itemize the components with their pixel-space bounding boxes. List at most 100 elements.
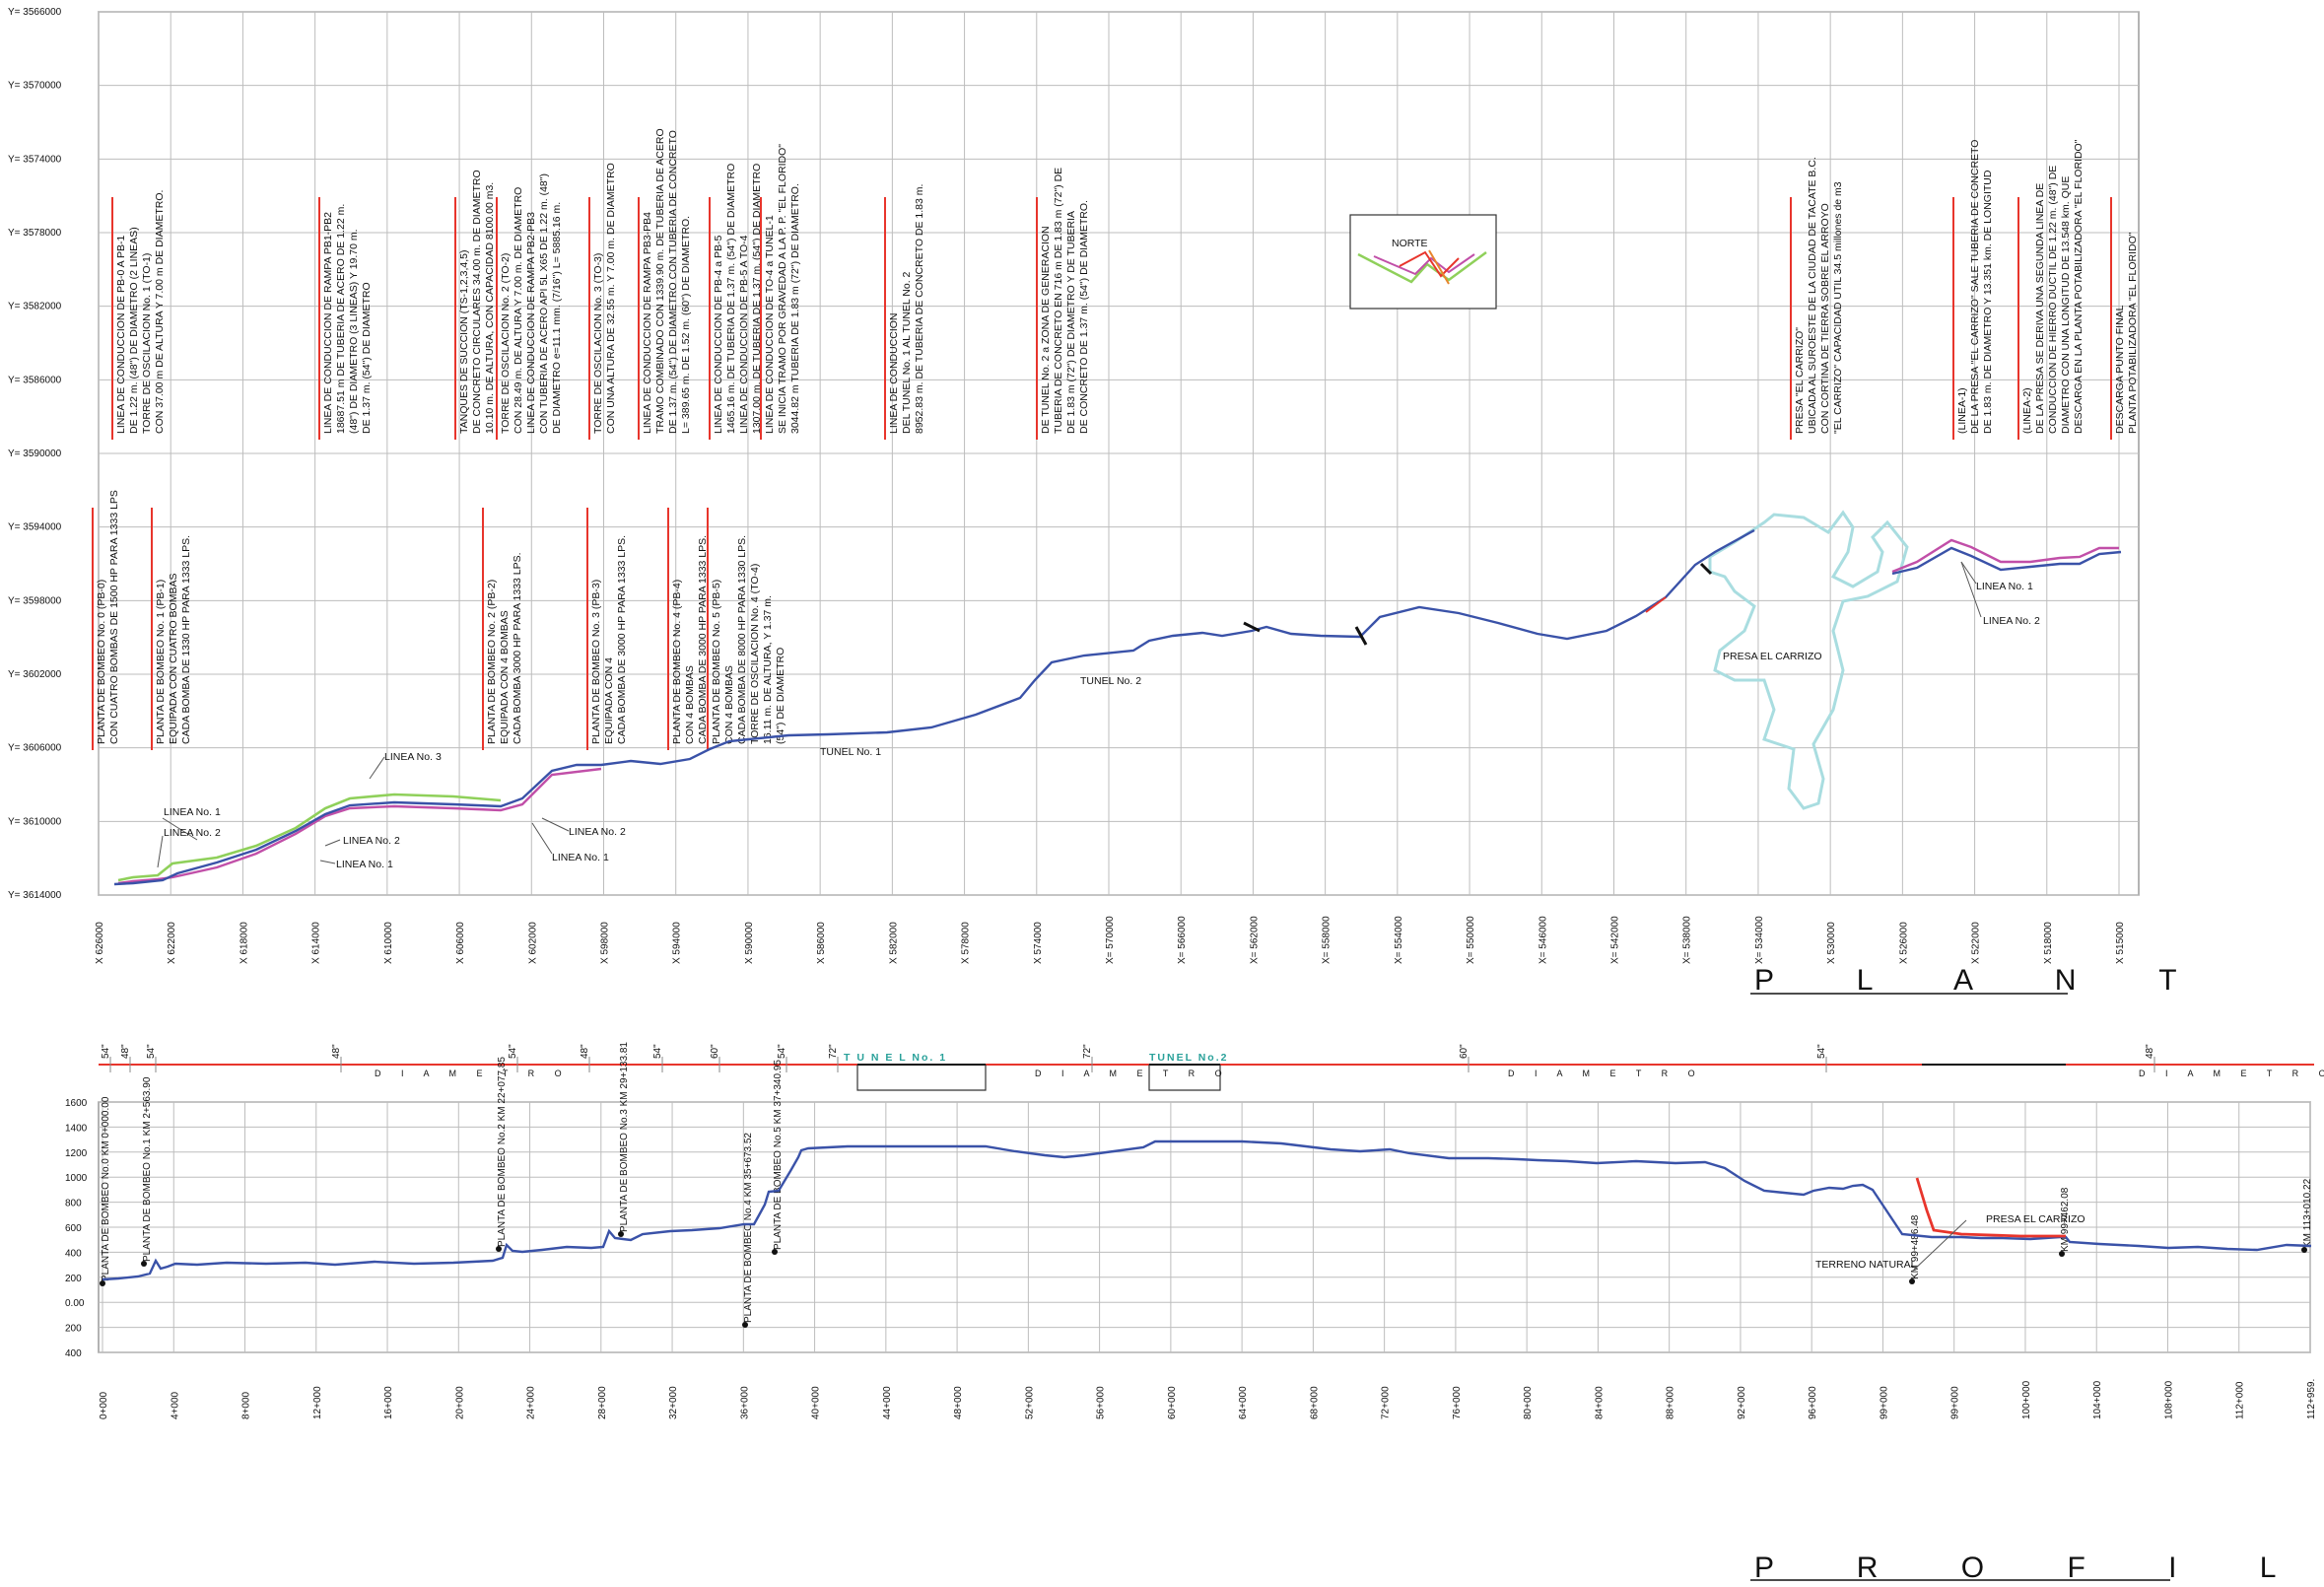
label-linea-2-west: LINEA No. 2	[164, 827, 221, 839]
plan-notes-lower: PLANTA DE BOMBEO No. 0 (PB-0) CON CUATRO …	[92, 490, 786, 750]
plan-note-line: PRESA "EL CARRIZO"	[1794, 327, 1806, 434]
linea-3-route	[117, 793, 502, 882]
plan-note-line: UBICADA AL SUROESTE DE LA CIUDAD DE TACA…	[1807, 157, 1818, 434]
plan-note-line: LINEA DE CONDUCCION DE RAMPA PB3-PB4	[642, 212, 653, 434]
profile-station-labels: PLANTA DE BOMBEO No.0 KM 0+000.00 PLANTA …	[100, 1042, 2313, 1328]
plan-x-tick: X 598000	[600, 922, 611, 964]
label-presa: PRESA EL CARRIZO	[1723, 651, 1822, 662]
label-linea-1-east: LINEA No. 1	[1976, 581, 2033, 592]
plan-note-line: CADA BOMBA DE 3000 HP PARA 1333 LPS.	[616, 535, 628, 744]
plan-title: P L A N T	[1754, 964, 2215, 997]
plan-x-tick: X= 566000	[1177, 916, 1188, 964]
plan-note-line: CON UNA ALTURA DE 32.55 m. Y 7.00 m. DE …	[605, 163, 617, 434]
profile-x-tick: 8+000	[241, 1391, 252, 1419]
plan-x-tick: X 626000	[95, 922, 105, 964]
profile-y-tick: 400	[65, 1248, 82, 1259]
label-linea-2-east: LINEA No. 2	[1983, 615, 2040, 627]
label-linea-2-mid: LINEA No. 2	[343, 835, 400, 847]
plan-note-line: CON 4 BOMBAS	[684, 665, 696, 744]
station-label: PLANTA DE BOMBEO No.5 KM 37+340.95	[773, 1060, 784, 1250]
plan-x-tick: X 594000	[672, 922, 683, 964]
plan-note-line: DE LA PRESA SE DERIVA UNA SEGUNDA LINEA …	[2034, 183, 2046, 434]
plan-x-tick: X= 550000	[1466, 916, 1476, 964]
profile-x-tick: 72+000	[1381, 1386, 1392, 1419]
plan-x-tick: X 574000	[1033, 922, 1044, 964]
plan-y-tick: Y= 3594000	[8, 522, 62, 533]
diameter-label: D I A M E T R O	[1035, 1069, 1231, 1078]
diameter-size: 72"	[828, 1044, 839, 1059]
plan-view: Y= 3566000 Y= 3570000 Y= 3574000 Y= 3578000…	[8, 7, 2215, 997]
plan-note-line: TANQUES DE SUCCION (TS-1,2,3,4,5)	[458, 249, 470, 434]
plan-x-tick: X 622000	[167, 922, 177, 964]
plan-note-line: DE CONCRETO CIRCULARES 34.00 m. DE DIAME…	[471, 170, 483, 434]
profile-x-tick: 100+000	[2021, 1380, 2032, 1419]
profile-x-tick: 40+000	[811, 1386, 822, 1419]
profile-x-tick: 99+000	[1879, 1386, 1889, 1419]
profile-x-tick: 44+000	[882, 1386, 893, 1419]
plan-x-tick: X 614000	[311, 922, 322, 964]
plan-note-line: DE CONCRETO DE 1.37 m. (54") DE DIAMETRO…	[1078, 200, 1090, 434]
profile-x-tick: 0+000	[99, 1391, 109, 1419]
plan-note-line: L= 389.65 m. DE 1.52 m. (60") DE DIAMETR…	[680, 216, 692, 434]
plan-note-line: EQUIPADA CON 4	[603, 657, 615, 744]
plan-y-tick: Y= 3606000	[8, 743, 62, 754]
profile-x-tick: 112+959.	[2306, 1379, 2317, 1419]
plan-x-tick: X= 562000	[1249, 916, 1260, 964]
profile-x-tick: 99+000	[1950, 1386, 1961, 1419]
profile-x-tick: 52+000	[1024, 1386, 1035, 1419]
profile-y-tick: 600	[65, 1223, 82, 1234]
diameter-size: 60"	[1459, 1044, 1470, 1059]
plan-note-line: PLANTA DE BOMBEO No. 2 (PB-2)	[486, 580, 498, 744]
plan-note-line: DE DIAMETRO e=11.1 mm. (7/16") L= 5885.1…	[551, 202, 563, 434]
plan-x-tick: X 518000	[2043, 922, 2054, 964]
profile-x-tick: 36+000	[739, 1386, 750, 1419]
label-linea-2-pb2: LINEA No. 2	[569, 826, 626, 838]
plan-note-line: LINEA DE CONDUCCION	[888, 312, 900, 434]
plan-note-line: DE 1.37 m. (54") DE DIAMETRO CON TUBERIA…	[667, 130, 679, 434]
station-label: KM 99+462.08	[2060, 1187, 2071, 1252]
plan-x-tick: X 602000	[527, 922, 538, 964]
plan-note-line: (54") DE DIAMETRO	[775, 648, 786, 744]
plan-note-line: DIAMETRO CON UNA LONGITUD DE 13.548 km. …	[2060, 176, 2072, 434]
plan-y-tick: Y= 3566000	[8, 7, 62, 18]
plan-note-line: (LINEA-2)	[2021, 387, 2033, 434]
station-label: PLANTA DE BOMBEO No.4 KM 35+673.52	[743, 1133, 754, 1323]
plan-note-line: CADA BOMBA DE 8000 HP PARA 1330 LPS.	[736, 535, 748, 744]
profile-x-tick: 112+000	[2235, 1381, 2246, 1419]
plan-note-line: CON CORTINA DE TIERRA SOBRE EL ARROYO	[1819, 203, 1831, 434]
plan-x-tick: X 582000	[888, 922, 899, 964]
plan-note-line: TORRE DE OSCILACION No. 2 (TO-2)	[500, 253, 512, 434]
plan-x-tick: X= 570000	[1105, 916, 1116, 964]
plan-y-tick: Y= 3570000	[8, 81, 62, 92]
profile-y-tick: 1400	[65, 1123, 88, 1134]
plan-note-line: DESCARGA EN LA PLANTA POTABILIZADORA "EL…	[2073, 139, 2085, 434]
plan-grid	[98, 11, 2139, 896]
profile-x-tick: 24+000	[526, 1386, 537, 1419]
plan-note-line: CONDUCCION DE HIERRO DUCTIL DE 1.22 m. (…	[2047, 166, 2059, 434]
plan-note-line: LINEA DE CONDUCCION DE RAMPA PB1-PB2	[322, 212, 334, 434]
plan-x-tick: X= 558000	[1322, 916, 1333, 964]
plan-note-line: PLANTA POTABILIZADORA "EL FLORIDO"	[2127, 232, 2139, 434]
plan-note-line: 10.10 m. DE ALTURA, CON CAPACIDAD 8100.0…	[484, 182, 496, 434]
profile-x-tick: 32+000	[668, 1386, 679, 1419]
plan-note-line: DE 1.83 m (72") DE DIAMETRO Y DE TUBERIA	[1065, 211, 1077, 434]
north-arrow: NORTE	[1349, 214, 1497, 310]
north-label: NORTE	[1392, 238, 1428, 249]
plan-note-line: CON 37.00 m DE ALTURA Y 7.00 m DE DIAMET…	[154, 190, 166, 434]
diameter-size: 48"	[580, 1044, 590, 1059]
plan-note-line: CON 28.49 m. DE ALTURA Y 7.00 m. DE DIAM…	[513, 187, 524, 434]
profile-x-axis: 0+000 4+000 8+000 12+000 16+000 20+000 24+000 2…	[99, 1379, 2317, 1419]
profile-x-tick: 76+000	[1452, 1386, 1463, 1419]
profile-x-tick: 104+000	[2092, 1380, 2103, 1419]
plan-note-line: LINEA DE CONDUCCION DE TO-4 a TUNEL-1	[764, 215, 776, 434]
plan-y-tick: Y= 3574000	[8, 154, 62, 165]
plan-x-tick: X 610000	[383, 922, 394, 964]
plan-note-line: TUBERIA DE CONCRETO EN 716 m DE 1.83 m (…	[1053, 168, 1064, 434]
profile-x-tick: 12+000	[312, 1386, 323, 1419]
profile-x-tick: 60+000	[1167, 1386, 1178, 1419]
profile-y-tick: 200	[65, 1274, 82, 1284]
plan-x-tick: X 530000	[1826, 922, 1837, 964]
plan-note-line: EQUIPADA CON 4 BOMBAS	[499, 610, 511, 744]
profile-y-axis: 1600 1400 1200 1000 800 600 400 200 0.00 200 400	[65, 1098, 88, 1359]
